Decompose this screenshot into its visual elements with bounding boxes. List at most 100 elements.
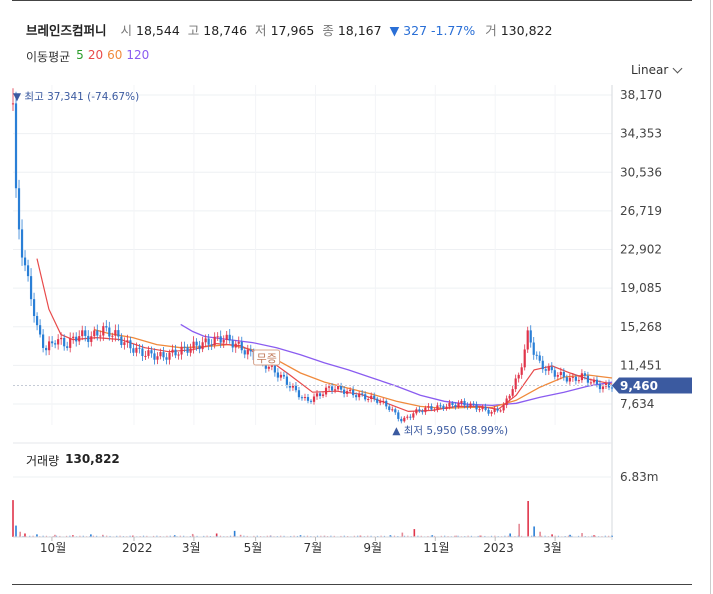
candle-body: [177, 354, 180, 356]
moving-average-legend[interactable]: 이동평균 5 20 60 120: [26, 48, 149, 65]
volume-bar: [19, 535, 21, 537]
candle-body: [183, 346, 186, 348]
candle-body: [358, 393, 361, 398]
ma-5-label: 5: [76, 48, 84, 62]
volume-bar: [417, 535, 419, 537]
volume-bar: [494, 535, 496, 537]
volume-bar: [129, 535, 131, 537]
volume-bar: [353, 535, 355, 537]
candle-body: [189, 348, 192, 353]
y-tick-label: 7,634: [620, 397, 654, 411]
volume-bar: [316, 535, 319, 537]
candle-body: [306, 397, 310, 401]
candle-body: [460, 400, 463, 404]
candle-body: [174, 349, 177, 356]
ma20-line: [36, 258, 613, 413]
volume-bar: [420, 535, 422, 537]
volume-bar: [215, 533, 218, 537]
candle-body: [126, 340, 129, 343]
volume-bar: [440, 535, 442, 537]
candle-body: [517, 374, 520, 379]
current-price-label: 9,460: [620, 379, 658, 393]
candle-body: [574, 376, 577, 381]
volume-bar: [256, 535, 258, 537]
candle-body: [493, 408, 496, 412]
candle-body: [297, 390, 301, 398]
right-edge: [710, 0, 711, 594]
volume-bar: [54, 534, 56, 537]
volume-bar: [380, 535, 382, 537]
volume-bar: [330, 535, 332, 537]
volume-bar: [427, 535, 429, 537]
candle-body: [11, 103, 15, 105]
event-badge: [253, 349, 281, 366]
volume-bar: [521, 535, 523, 537]
volume-bar: [383, 535, 386, 537]
volume-bar: [92, 535, 94, 537]
volume-bar: [142, 535, 145, 537]
volume-bar: [457, 535, 459, 537]
candle-body: [490, 411, 493, 414]
volume-bar: [541, 535, 543, 537]
candle-body: [186, 347, 189, 353]
candle-body: [150, 350, 153, 354]
candle-body: [520, 367, 523, 375]
candle-body: [87, 335, 90, 342]
candle-body: [592, 379, 596, 383]
volume-bar: [357, 535, 359, 537]
candle-body: [541, 360, 544, 370]
ma-20-label: 20: [87, 48, 104, 62]
scale-selector[interactable]: Linear: [631, 63, 683, 77]
volume-bar: [527, 535, 529, 537]
volume-bar: [239, 535, 242, 537]
candle-body: [303, 397, 307, 399]
candle-body: [484, 406, 487, 410]
ma-60-label: 60: [107, 48, 123, 62]
candle-body: [17, 188, 21, 230]
volume-bar: [571, 535, 573, 537]
candle-body: [418, 409, 421, 412]
candle-body: [198, 345, 201, 350]
volume-bar: [15, 535, 17, 537]
candle-body: [430, 406, 433, 410]
x-tick-label: 2023: [483, 541, 514, 555]
candle-body: [583, 373, 587, 376]
volume-bar: [527, 500, 529, 537]
volume-bar: [343, 535, 345, 537]
candle-body: [550, 366, 553, 371]
volume-bar: [179, 535, 181, 537]
volume-bar: [52, 535, 54, 537]
volume-bar: [12, 500, 14, 537]
candle-body: [267, 366, 270, 369]
volume-bar: [551, 534, 553, 537]
y-tick-label: 38,170: [620, 88, 662, 102]
candle-body: [135, 347, 138, 353]
volume-bar: [290, 535, 292, 537]
volume-bar: [15, 525, 17, 537]
open-value: 18,544: [136, 23, 180, 38]
volume-bar: [19, 531, 21, 537]
volume-bar: [533, 526, 535, 537]
candle-body: [72, 336, 75, 339]
volume-bar: [152, 535, 155, 537]
candle-body: [457, 403, 460, 408]
volume-bar: [359, 535, 362, 537]
volume-bar: [306, 535, 309, 537]
candle-body: [192, 341, 195, 349]
candle-body: [535, 354, 538, 356]
candle-body: [78, 336, 81, 342]
candle-body: [595, 379, 599, 385]
volume-bar: [203, 535, 205, 537]
candle-body: [562, 371, 565, 378]
candle-body: [559, 371, 562, 376]
candle-body: [14, 103, 18, 189]
candle-body: [448, 402, 451, 407]
candle-body: [544, 369, 547, 371]
volume-bar: [593, 535, 595, 537]
candle-body: [108, 327, 111, 337]
volume-max-tick: 6.83m: [620, 470, 658, 484]
volume-bar: [340, 535, 342, 537]
volume-bar: [431, 535, 434, 537]
candle-body: [93, 330, 96, 337]
